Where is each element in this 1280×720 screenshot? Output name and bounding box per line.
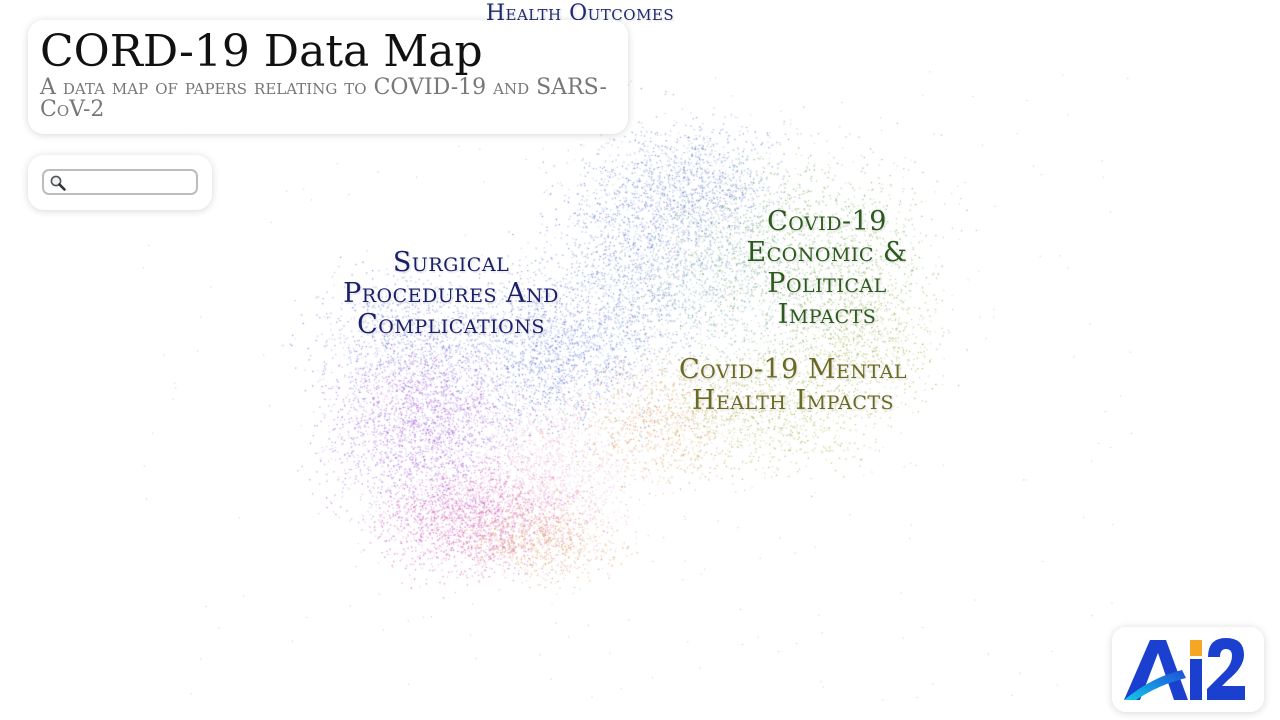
search-icon bbox=[49, 174, 67, 192]
search-input[interactable] bbox=[68, 172, 192, 192]
search-panel bbox=[28, 155, 212, 210]
page-subtitle: A data map of papers relating to COVID-1… bbox=[40, 77, 614, 121]
ai2-logo bbox=[1122, 635, 1254, 703]
ai2-logo-panel[interactable] bbox=[1112, 627, 1264, 712]
title-panel: CORD-19 Data Map A data map of papers re… bbox=[28, 20, 628, 134]
map-label-covid-mental-health[interactable]: Covid-19 Mental Health Impacts bbox=[660, 354, 926, 416]
map-label-covid-economic-political[interactable]: Covid-19 Economic & Political Impacts bbox=[730, 206, 924, 330]
search-box[interactable] bbox=[42, 169, 198, 195]
map-label-surgical-procedures[interactable]: Surgical Procedures And Complications bbox=[320, 247, 582, 340]
page-title: CORD-19 Data Map bbox=[40, 26, 614, 78]
